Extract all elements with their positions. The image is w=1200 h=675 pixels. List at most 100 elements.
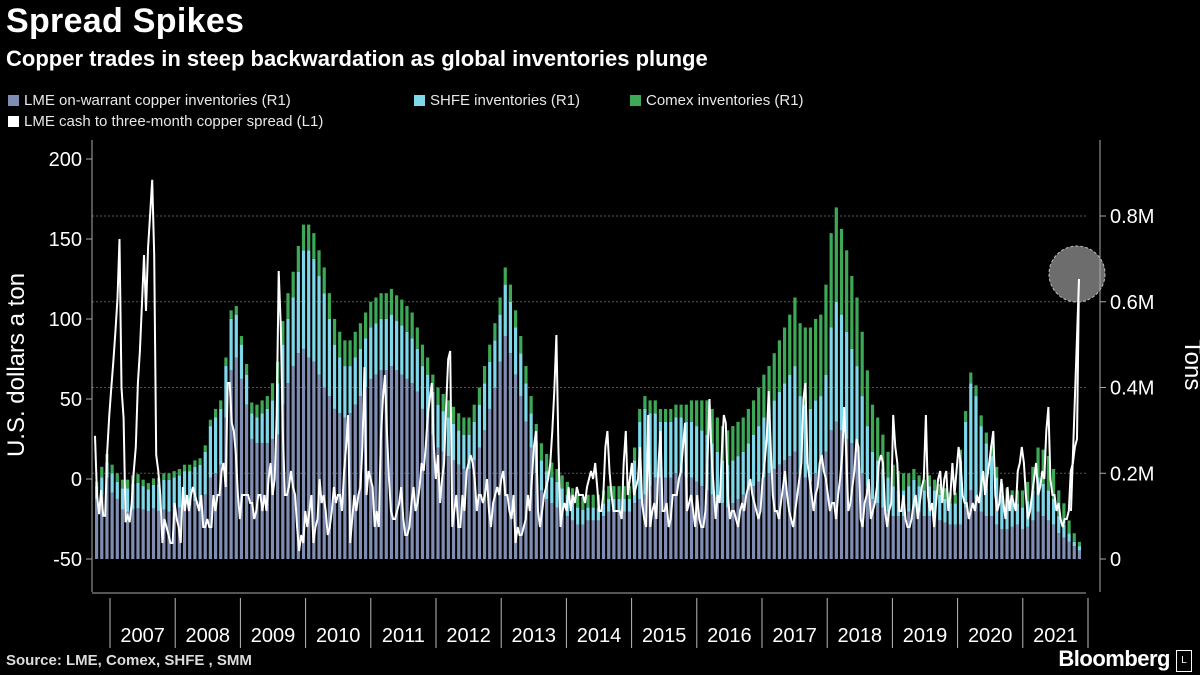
bar-comex [617, 486, 621, 499]
bar-comex [374, 297, 378, 324]
bar-comex [405, 306, 409, 332]
bar-comex [126, 479, 130, 489]
bar-lme [369, 378, 373, 559]
bar-comex [188, 464, 192, 472]
bar-comex [177, 468, 181, 476]
bar-comex [270, 383, 275, 401]
bar-lme [943, 522, 947, 559]
bar-comex [741, 417, 745, 452]
bar-shfe [219, 408, 223, 465]
bar-lme [146, 510, 150, 559]
bar-comex [627, 486, 632, 499]
bar-lme [312, 361, 316, 559]
bar-shfe [270, 400, 275, 439]
bar-comex [513, 310, 518, 328]
bar-comex [519, 336, 523, 354]
bar-lme [141, 509, 145, 559]
bar-shfe [384, 318, 388, 371]
bar-comex [327, 293, 331, 319]
bar-shfe [301, 250, 306, 349]
year-label: 2009 [251, 625, 296, 647]
bar-shfe [177, 475, 181, 508]
year-label: 2018 [838, 625, 883, 647]
bar-comex [286, 293, 290, 319]
bar-shfe [601, 503, 606, 517]
legend-swatch-comex [630, 95, 641, 106]
bar-comex [819, 314, 823, 397]
bar-lme [151, 508, 156, 559]
bar-comex [379, 293, 383, 319]
bar-lme [984, 516, 988, 559]
bar-lme [901, 516, 906, 559]
bar-lme [622, 511, 626, 559]
bar-lme [1020, 528, 1025, 559]
bar-lme [964, 507, 968, 559]
bar-comex [182, 464, 187, 472]
bar-lme [824, 451, 828, 559]
bar-comex [1062, 503, 1066, 525]
bar-comex [384, 293, 388, 319]
bar-lme [317, 374, 321, 559]
bar-shfe [612, 498, 616, 512]
bar-shfe [762, 417, 766, 478]
year-label: 2019 [903, 625, 948, 647]
bar-shfe [860, 396, 864, 474]
legend-swatch-lme [8, 95, 19, 106]
bar-lme [1046, 520, 1050, 559]
bar-shfe [126, 488, 130, 512]
bar-comex [689, 400, 694, 422]
bar-shfe [508, 301, 513, 354]
bar-shfe [788, 374, 792, 457]
bar-shfe [374, 323, 378, 375]
bar-shfe [348, 366, 352, 414]
bar-comex [1051, 468, 1056, 499]
legend-label-lme: LME on-warrant copper inventories (R1) [24, 92, 291, 109]
inventory-bars [95, 207, 1082, 559]
bar-shfe [286, 318, 290, 384]
bar-comex [234, 306, 238, 315]
bar-shfe [1005, 498, 1009, 529]
bar-comex [767, 366, 771, 409]
bar-shfe [426, 374, 430, 418]
legend-item-spread: LME cash to three-month copper spread (L… [8, 113, 323, 130]
bar-comex [969, 372, 973, 384]
bar-lme [565, 516, 569, 559]
bar-comex [901, 473, 906, 491]
bar-shfe [255, 417, 259, 444]
bar-comex [467, 417, 471, 435]
bar-comex [974, 385, 978, 397]
bar-comex [927, 475, 932, 487]
bar-shfe [850, 348, 854, 444]
bar-comex [462, 417, 466, 435]
bar-lme [1005, 528, 1009, 559]
bar-comex [1046, 456, 1050, 491]
bar-comex [529, 396, 533, 414]
bar-comex [250, 402, 254, 414]
bar-comex [193, 460, 197, 467]
bar-shfe [700, 430, 704, 487]
bar-comex [198, 458, 202, 465]
bar-comex [917, 475, 921, 487]
bar-comex [964, 411, 968, 422]
bar-comex [643, 396, 647, 409]
bloomberg-logo: Bloomberg [1058, 646, 1170, 671]
bar-comex [814, 318, 818, 401]
bar-shfe [855, 366, 859, 452]
bar-comex [979, 415, 983, 427]
bar-lme [188, 505, 192, 559]
bar-comex [860, 331, 864, 397]
bar-shfe [239, 344, 244, 379]
bar-comex [317, 250, 321, 277]
bar-shfe [208, 426, 213, 478]
bar-lme [845, 438, 849, 559]
bar-comex [679, 404, 683, 418]
bar-shfe [808, 408, 813, 482]
bar-shfe [343, 366, 347, 418]
bar-lme [726, 507, 730, 559]
bar-comex [695, 400, 699, 427]
bar-shfe [793, 366, 797, 452]
bar-comex [167, 473, 171, 480]
bar-lme [710, 494, 714, 559]
bar-lme [632, 503, 637, 559]
bar-shfe [379, 318, 383, 371]
